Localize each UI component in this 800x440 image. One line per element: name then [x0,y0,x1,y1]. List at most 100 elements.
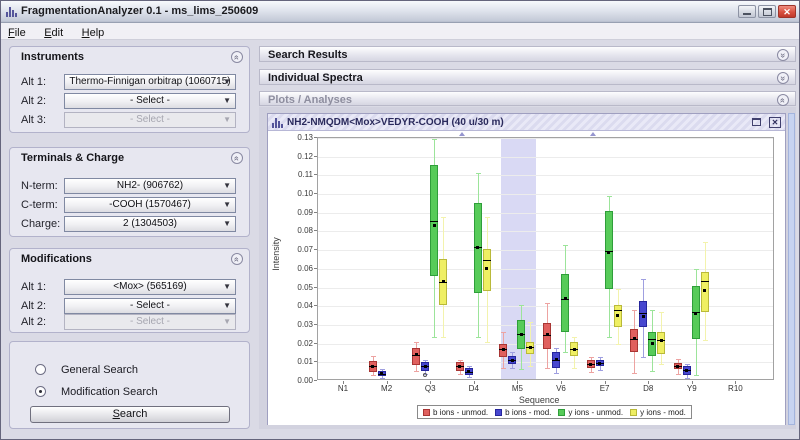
whisker-cap [606,337,612,339]
x-axis-category-label: M5 [511,384,523,393]
whisker-cap [466,377,472,379]
nterm-label: N-term: [21,180,58,192]
legend-item: y ions - unmod. [558,408,623,417]
mean-marker [694,311,698,315]
whisker-cap [528,321,534,323]
whisker-cap [432,337,438,339]
mean-marker [616,314,620,318]
legend-swatch [630,408,638,416]
median-line [430,220,439,222]
box [639,301,648,327]
search-button[interactable]: Search [30,406,230,423]
box [543,323,551,350]
y-axis-tick [314,137,317,138]
y-axis-tick [314,212,317,213]
whisker-cap [466,366,472,368]
dropdown-arrow-icon: ▼ [223,200,231,209]
x-axis-tick [604,381,606,384]
frame-close-button[interactable]: ✕ [769,117,781,128]
close-button[interactable]: ✕ [778,5,796,18]
whisker-cap [659,311,665,313]
mean-marker [632,337,636,341]
x-axis-category-label: R10 [728,384,743,393]
menu-bar: File Edit Help [1,23,799,40]
mean-marker [650,342,654,346]
box [700,272,709,312]
y-axis-tick-label: 0.01 [297,357,313,367]
expand-search-results-icon[interactable]: « [777,49,789,61]
menu-help[interactable]: Help [81,27,105,39]
plots-vertical-scrollbar[interactable] [788,113,795,425]
instruments-alt1-label: Alt 1: [21,76,47,88]
cterm-label: C-term: [21,199,58,211]
whisker-cap [650,371,656,373]
window-titlebar[interactable]: FragmentationAnalyzer 0.1 - ms_lims_2506… [1,1,799,23]
mean-marker [572,347,576,351]
collapse-modifications-icon[interactable]: « [231,253,243,265]
modifications-alt2-label: Alt 2: [21,300,47,312]
median-line [700,280,709,282]
individual-spectra-header[interactable]: Individual Spectra « [259,69,796,85]
minimize-button[interactable] [738,5,756,18]
y-axis-tick-label: 0.12 [297,151,313,161]
y-axis-tick-label: 0.10 [297,189,313,199]
whisker-cap [615,343,621,345]
dropdown-arrow-icon: ▼ [223,219,231,228]
whisker-cap [457,373,463,375]
whisker-cap [554,372,559,374]
menu-file[interactable]: File [8,27,26,39]
expand-individual-spectra-icon[interactable]: « [777,72,789,84]
collapse-instruments-icon[interactable]: « [231,51,243,63]
whisker-cap [475,172,481,174]
y-axis-tick-label: 0.09 [297,207,313,217]
maximize-button[interactable] [758,5,776,18]
whisker-cap [563,352,568,354]
whisker-cap [370,375,376,377]
whisker-cap [510,367,516,369]
mean-marker [371,364,375,368]
whisker-cap [588,356,594,358]
frame-maximize-button[interactable] [751,117,763,128]
radio-icon [35,386,46,397]
menu-edit[interactable]: Edit [44,27,64,39]
mean-marker [501,347,505,351]
dropdown-arrow-icon: ▼ [223,301,231,310]
x-axis-tick [386,381,388,384]
modifications-alt2-combobox[interactable]: - Select - ▼ [64,298,236,314]
collapse-plots-icon[interactable]: « [777,94,789,106]
box [412,347,421,365]
whisker-cap [641,357,647,359]
cterm-combobox[interactable]: -COOH (1570467) ▼ [64,197,236,213]
whisker-cap [572,367,577,369]
plots-analyses-header[interactable]: Plots / Analyses « [259,91,796,106]
plot-frame-icon [272,118,283,128]
median-line [648,338,657,340]
overflow-marker-icon [458,132,465,136]
mean-marker [563,297,567,301]
y-axis-tick-label: 0.07 [297,245,313,255]
instruments-alt2-combobox[interactable]: - Select - ▼ [64,93,236,109]
charge-combobox[interactable]: 2 (1304503) ▼ [64,216,236,232]
whisker-cap [563,245,568,247]
close-icon: ✕ [783,7,791,17]
plot-frame-titlebar[interactable]: NH2-NMQDM<Mox>VEDYR-COOH (40 u/30 m) ✕ [268,114,785,131]
mean-marker [641,315,645,319]
modifications-alt1-combobox[interactable]: <Mox> (565169) ▼ [64,279,236,295]
instruments-alt1-combobox[interactable]: Thermo-Finnigan orbitrap (1060715) ▼ [64,74,236,90]
dropdown-arrow-icon: ▼ [223,282,231,291]
mean-marker [598,361,602,365]
whisker-cap [615,289,621,291]
nterm-combobox[interactable]: NH2- (906762) ▼ [64,178,236,194]
dropdown-arrow-icon: ▼ [223,181,231,190]
whisker-cap [501,367,507,369]
median-line [482,259,491,261]
plot-internal-frame: NH2-NMQDM<Mox>VEDYR-COOH (40 u/30 m) ✕ 0… [267,113,786,425]
mean-marker [423,364,427,368]
search-results-header[interactable]: Search Results « [259,46,796,62]
search-results-title: Search Results [268,49,348,61]
mean-marker [510,358,514,362]
collapse-terminals-icon[interactable]: « [231,152,243,164]
plots-analyses-title: Plots / Analyses [268,94,352,106]
instruments-alt3-label: Alt 3: [21,114,47,126]
legend-item: b ions - mod. [495,408,551,417]
